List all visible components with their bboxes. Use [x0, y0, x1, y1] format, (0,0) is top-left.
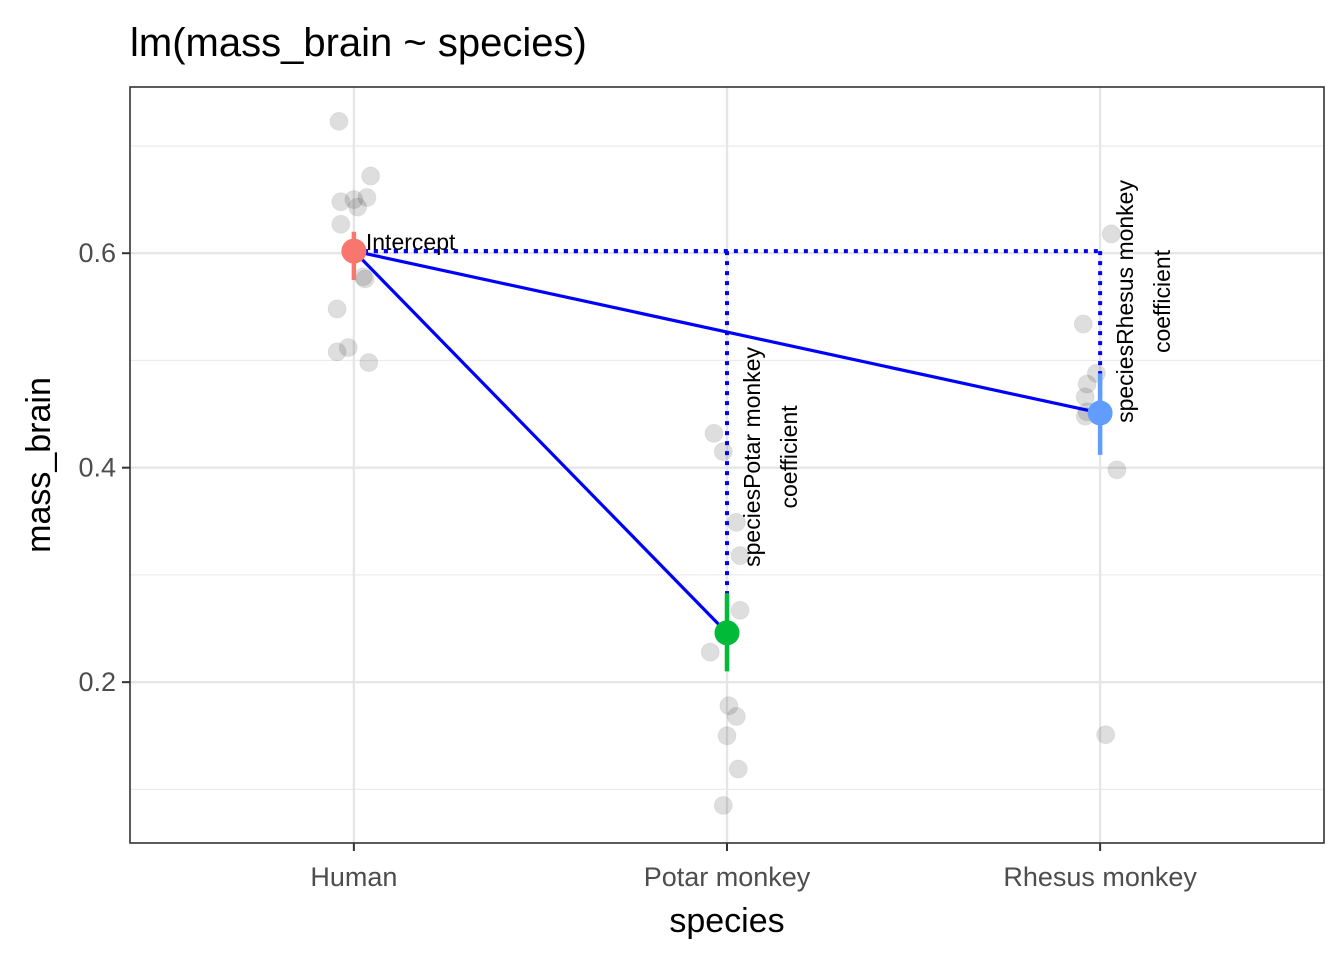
x-tick-label: Rhesus monkey	[1003, 862, 1197, 892]
raw-point	[338, 338, 358, 358]
annotation-coefficient-name: speciesPotar monkey	[739, 347, 765, 567]
group-means	[341, 238, 1113, 646]
x-axis-title: species	[669, 902, 784, 940]
raw-point	[327, 342, 347, 362]
raw-point	[719, 696, 739, 716]
raw-point	[730, 546, 750, 566]
chart-title: lm(mass_brain ~ species)	[130, 21, 587, 65]
y-axis-title: mass_brain	[20, 377, 58, 553]
mean-difference-line	[352, 249, 729, 634]
raw-point	[1107, 460, 1127, 480]
raw-point	[1101, 224, 1121, 244]
raw-point	[327, 299, 347, 319]
x-tick-label: Human	[310, 862, 397, 892]
coefficient-dotted-lines	[353, 249, 1103, 633]
y-axis: 0.2 0.4 0.6	[78, 238, 130, 697]
raw-point	[344, 190, 364, 210]
raw-point	[357, 187, 377, 207]
group-mean-point	[714, 620, 740, 646]
raw-point	[1073, 314, 1093, 334]
x-axis: Human Potar monkey Rhesus monkey	[310, 843, 1197, 892]
group-mean-point	[1087, 400, 1113, 426]
raw-point	[730, 600, 750, 620]
annotation-coefficient-label: coefficient	[776, 405, 802, 509]
raw-point	[717, 726, 737, 746]
mean-difference-line	[353, 249, 1101, 415]
raw-point	[359, 353, 379, 373]
raw-point	[726, 706, 746, 726]
y-tick-label: 0.4	[78, 453, 116, 483]
raw-point	[713, 442, 733, 462]
raw-point	[348, 197, 368, 217]
raw-point	[331, 192, 351, 212]
raw-point	[355, 269, 375, 289]
group-mean-point	[341, 238, 367, 264]
raw-point	[1075, 387, 1095, 407]
raw-point	[728, 759, 748, 779]
annotation-coefficient-label: coefficient	[1149, 249, 1175, 353]
raw-point	[700, 642, 720, 662]
raw-point	[1096, 725, 1116, 745]
raw-point	[713, 795, 733, 815]
raw-point	[329, 111, 349, 131]
x-tick-label: Potar monkey	[644, 862, 811, 892]
raw-point	[704, 423, 724, 443]
annotation-intercept: Intercept	[366, 229, 456, 255]
group-mean-lines	[352, 249, 1101, 634]
y-tick-label: 0.2	[78, 667, 116, 697]
y-tick-label: 0.6	[78, 238, 116, 268]
annotations: Intercept speciesPotar monkey coefficient s…	[366, 180, 1175, 567]
raw-point	[1077, 374, 1097, 394]
raw-point	[331, 214, 351, 234]
raw-points	[327, 111, 1127, 815]
annotation-coefficient-name: speciesRhesus monkey	[1112, 180, 1138, 423]
raw-point	[361, 166, 381, 186]
